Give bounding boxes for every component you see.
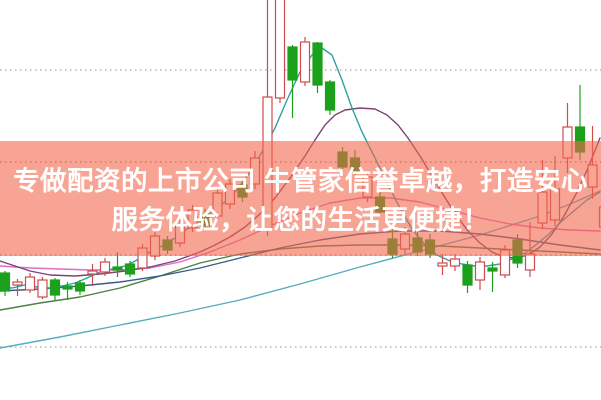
- candle-down: [74, 280, 86, 295]
- candle-up: [474, 257, 486, 290]
- ad-banner[interactable]: 专做配资的上市公司 牛管家信誉卓越，打造安心 服务体验，让您的生活更便捷！: [0, 141, 601, 256]
- candle-up: [12, 279, 23, 296]
- candle-down: [312, 42, 323, 93]
- ad-banner-line2: 服务体验，让您的生活更便捷！: [111, 204, 490, 235]
- ad-banner-line1: 专做配资的上市公司 牛管家信誉卓越，打造安心: [13, 165, 588, 196]
- candle-up: [449, 254, 461, 271]
- candle-body: [474, 261, 486, 281]
- candle-body: [274, 0, 286, 99]
- candle-body: [62, 285, 73, 290]
- candle-body: [312, 42, 323, 86]
- candle-body: [74, 282, 86, 292]
- candle-up: [87, 264, 98, 286]
- candle-down: [462, 261, 473, 293]
- candle-body: [299, 41, 311, 83]
- candle-body: [462, 264, 473, 286]
- candle-down: [49, 278, 61, 300]
- candle-down: [0, 271, 11, 296]
- candle-down: [124, 261, 136, 277]
- candle-down: [487, 262, 498, 292]
- candle-body: [324, 81, 336, 111]
- candle-up: [274, 0, 286, 103]
- candle-body: [24, 276, 36, 291]
- candle-body: [112, 266, 123, 271]
- candle-body: [49, 279, 61, 296]
- candle-down: [112, 252, 123, 277]
- candle-up: [299, 37, 311, 86]
- candle-up: [437, 254, 448, 275]
- candle-up: [37, 277, 48, 299]
- candle-body: [0, 272, 11, 292]
- candle-up: [99, 258, 111, 276]
- candle-body: [12, 281, 23, 286]
- candle-body: [449, 258, 461, 267]
- candle-body: [99, 261, 111, 273]
- candle-down: [62, 282, 73, 300]
- candle-down: [324, 80, 336, 115]
- candle-body: [437, 262, 448, 267]
- candle-body: [37, 279, 48, 298]
- candle-body: [487, 267, 498, 272]
- candle-body: [124, 263, 136, 275]
- candle-body: [524, 253, 536, 271]
- candle-body: [287, 46, 298, 81]
- candle-body: [87, 270, 98, 275]
- candle-up: [24, 273, 36, 293]
- candle-down: [287, 45, 298, 118]
